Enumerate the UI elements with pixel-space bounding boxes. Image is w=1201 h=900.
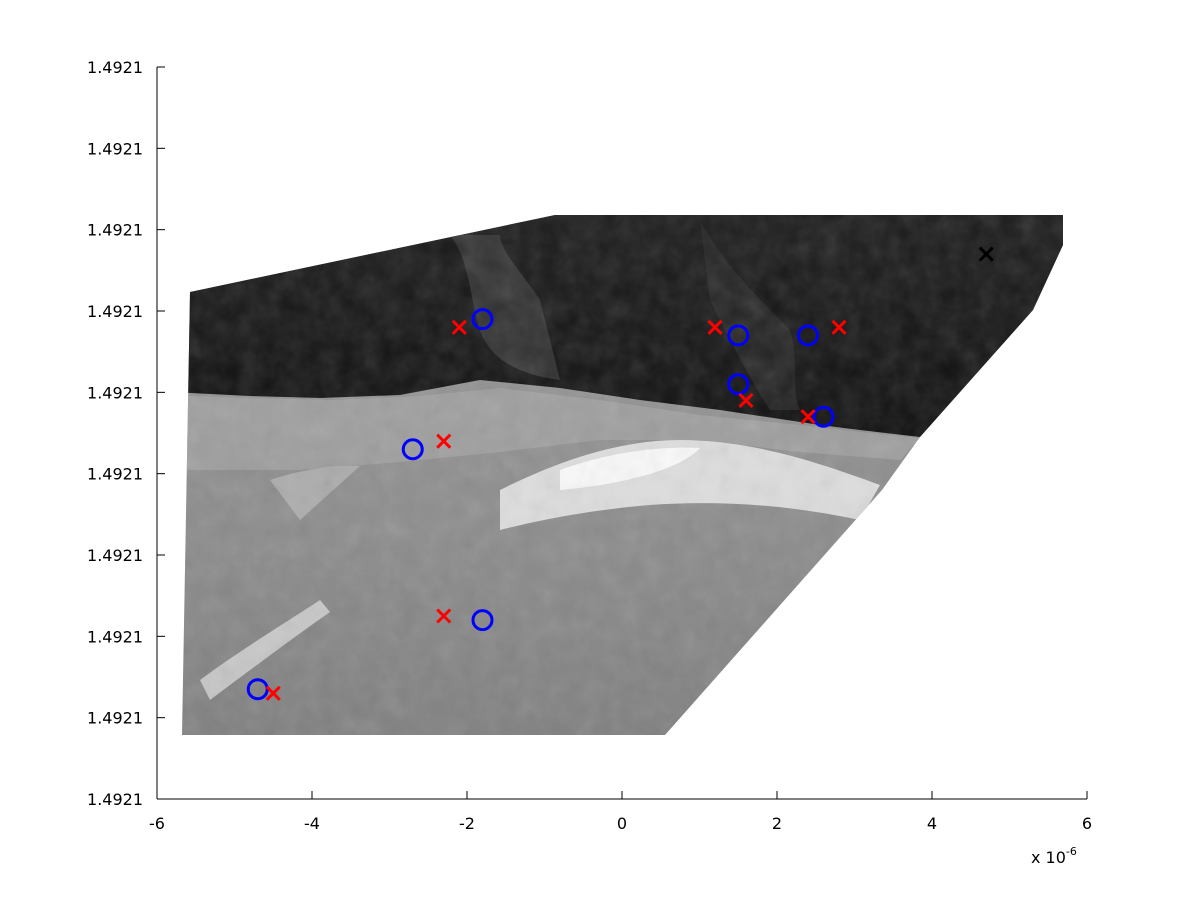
x-tick-label: 2 — [772, 814, 782, 833]
circle-marker — [812, 405, 835, 428]
cross-marker — [451, 319, 467, 335]
background-image — [182, 215, 1063, 735]
x-exponent-label: x 10-6 — [1031, 845, 1077, 867]
x-tick-label: 6 — [1082, 814, 1092, 833]
x-ticks: -6 -4 -2 0 2 4 6 — [149, 791, 1092, 833]
circle-marker — [471, 609, 494, 632]
y-tick-label: 1.4921 — [87, 465, 143, 484]
circle-marker — [797, 324, 819, 347]
x-tick-label: 4 — [927, 814, 937, 833]
axes: -6 -4 -2 0 2 4 6 1.49211.49211.49211.49211.492… — [87, 58, 1092, 867]
cross-marker — [800, 409, 816, 425]
cross-marker — [265, 685, 281, 701]
y-tick-label: 1.4921 — [87, 302, 143, 321]
y-tick-label: 1.4921 — [87, 709, 143, 728]
x-tick-label: -2 — [459, 814, 475, 833]
x-tick-label: -6 — [149, 814, 165, 833]
circle-marker — [727, 373, 750, 396]
x-tick-label: -4 — [304, 814, 320, 833]
cross-marker — [978, 246, 994, 262]
cross-marker — [436, 608, 452, 624]
y-tick-label: 1.4921 — [87, 221, 143, 240]
y-ticks: 1.4921 1.4921 1.4921 1.4921 1.4921 1.4921 1.49… — [87, 58, 165, 809]
circle-marker — [471, 308, 494, 331]
y-tick-label: 1.4921 — [87, 139, 143, 158]
cross-marker — [707, 319, 723, 335]
circle-marker — [727, 324, 750, 347]
cross-marker — [831, 319, 847, 335]
cross-marker — [436, 433, 452, 449]
y-tick-label: 1.4921 — [87, 790, 143, 809]
circle-marker — [401, 438, 424, 461]
y-tick-label: 1.4921 — [87, 546, 143, 565]
x-tick-label: 0 — [617, 814, 627, 833]
data-marks — [246, 246, 994, 701]
y-tick-label: 1.4921 — [87, 383, 143, 402]
y-tick-label: 1.4921 — [87, 58, 143, 77]
y-tick-label: 1.4921 — [87, 627, 143, 646]
cross-marker — [738, 392, 754, 409]
